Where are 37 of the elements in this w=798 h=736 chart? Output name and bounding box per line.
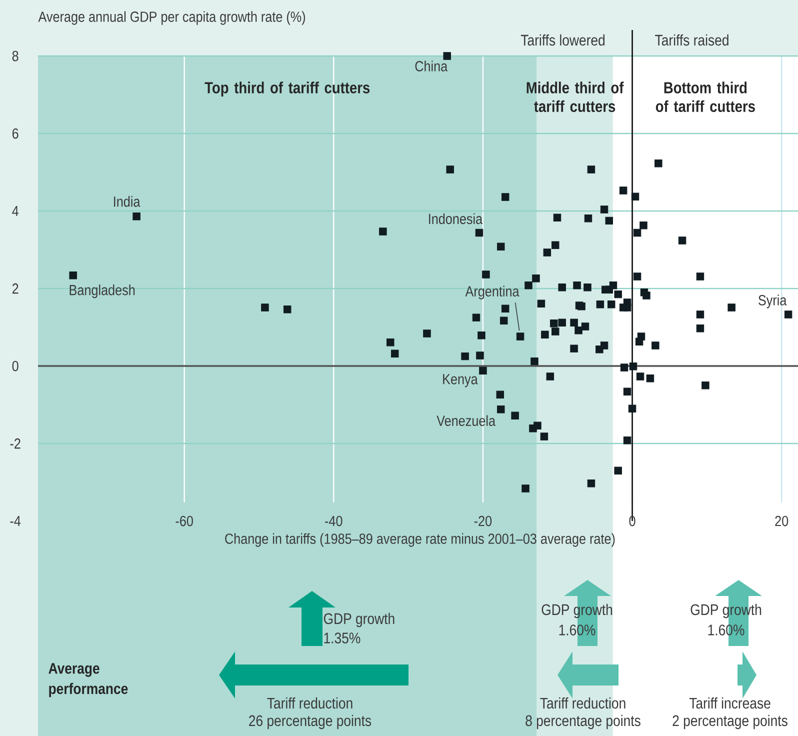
text: 2 percentage points [672,714,788,730]
y-tick-label: 6 [12,128,18,139]
band-label: Bottom third of tariff cutters [656,82,755,112]
text: Average [48,663,100,677]
text: GDP growth [324,612,394,628]
text: Tariff increase [689,697,770,709]
x-tick-label: 20 [775,516,788,526]
text: Tariffs lowered [520,34,605,46]
y-tick-label: -4 [10,516,21,526]
text: 1.35% [324,632,360,644]
x-tick-label: -20 [474,516,492,526]
annotation: Kenya [443,374,478,388]
annotation: Syria [758,294,787,308]
x-tick-label: -60 [176,516,193,526]
annotation: China [415,60,448,72]
text: 26 percentage points [249,714,372,730]
y-axis-title: Average annual GDP per capita growth rate (%) [38,11,306,25]
x-tick-label: -40 [325,516,342,526]
text: performance [49,682,128,698]
x-axis-title: Change in tariffs (1985–89 average rate minus 2001–03 average rate) [225,533,615,547]
annotation: Argentina [465,286,520,300]
text: Tariffs raised [655,34,728,46]
annotation: Bangladesh [70,284,135,298]
y-tick-label: -2 [10,438,20,449]
text: Tariff reduction [267,697,352,709]
annotation: Indonesia [429,213,483,224]
text: 8 percentage points [526,714,640,730]
annotation: India [114,196,140,207]
text: Tariff reduction [540,697,626,709]
y-tick-label: 8 [12,50,18,62]
y-tick-label: 4 [12,206,18,216]
x-tick-label: 0 [629,516,636,526]
annotation: Venezuela [436,415,496,426]
band-label: Middle third of tariff cutters [526,82,624,112]
band-label: Top third of tariff cutters [204,82,370,97]
y-tick-label: 0 [12,360,18,372]
y-tick-label: 2 [12,283,18,294]
